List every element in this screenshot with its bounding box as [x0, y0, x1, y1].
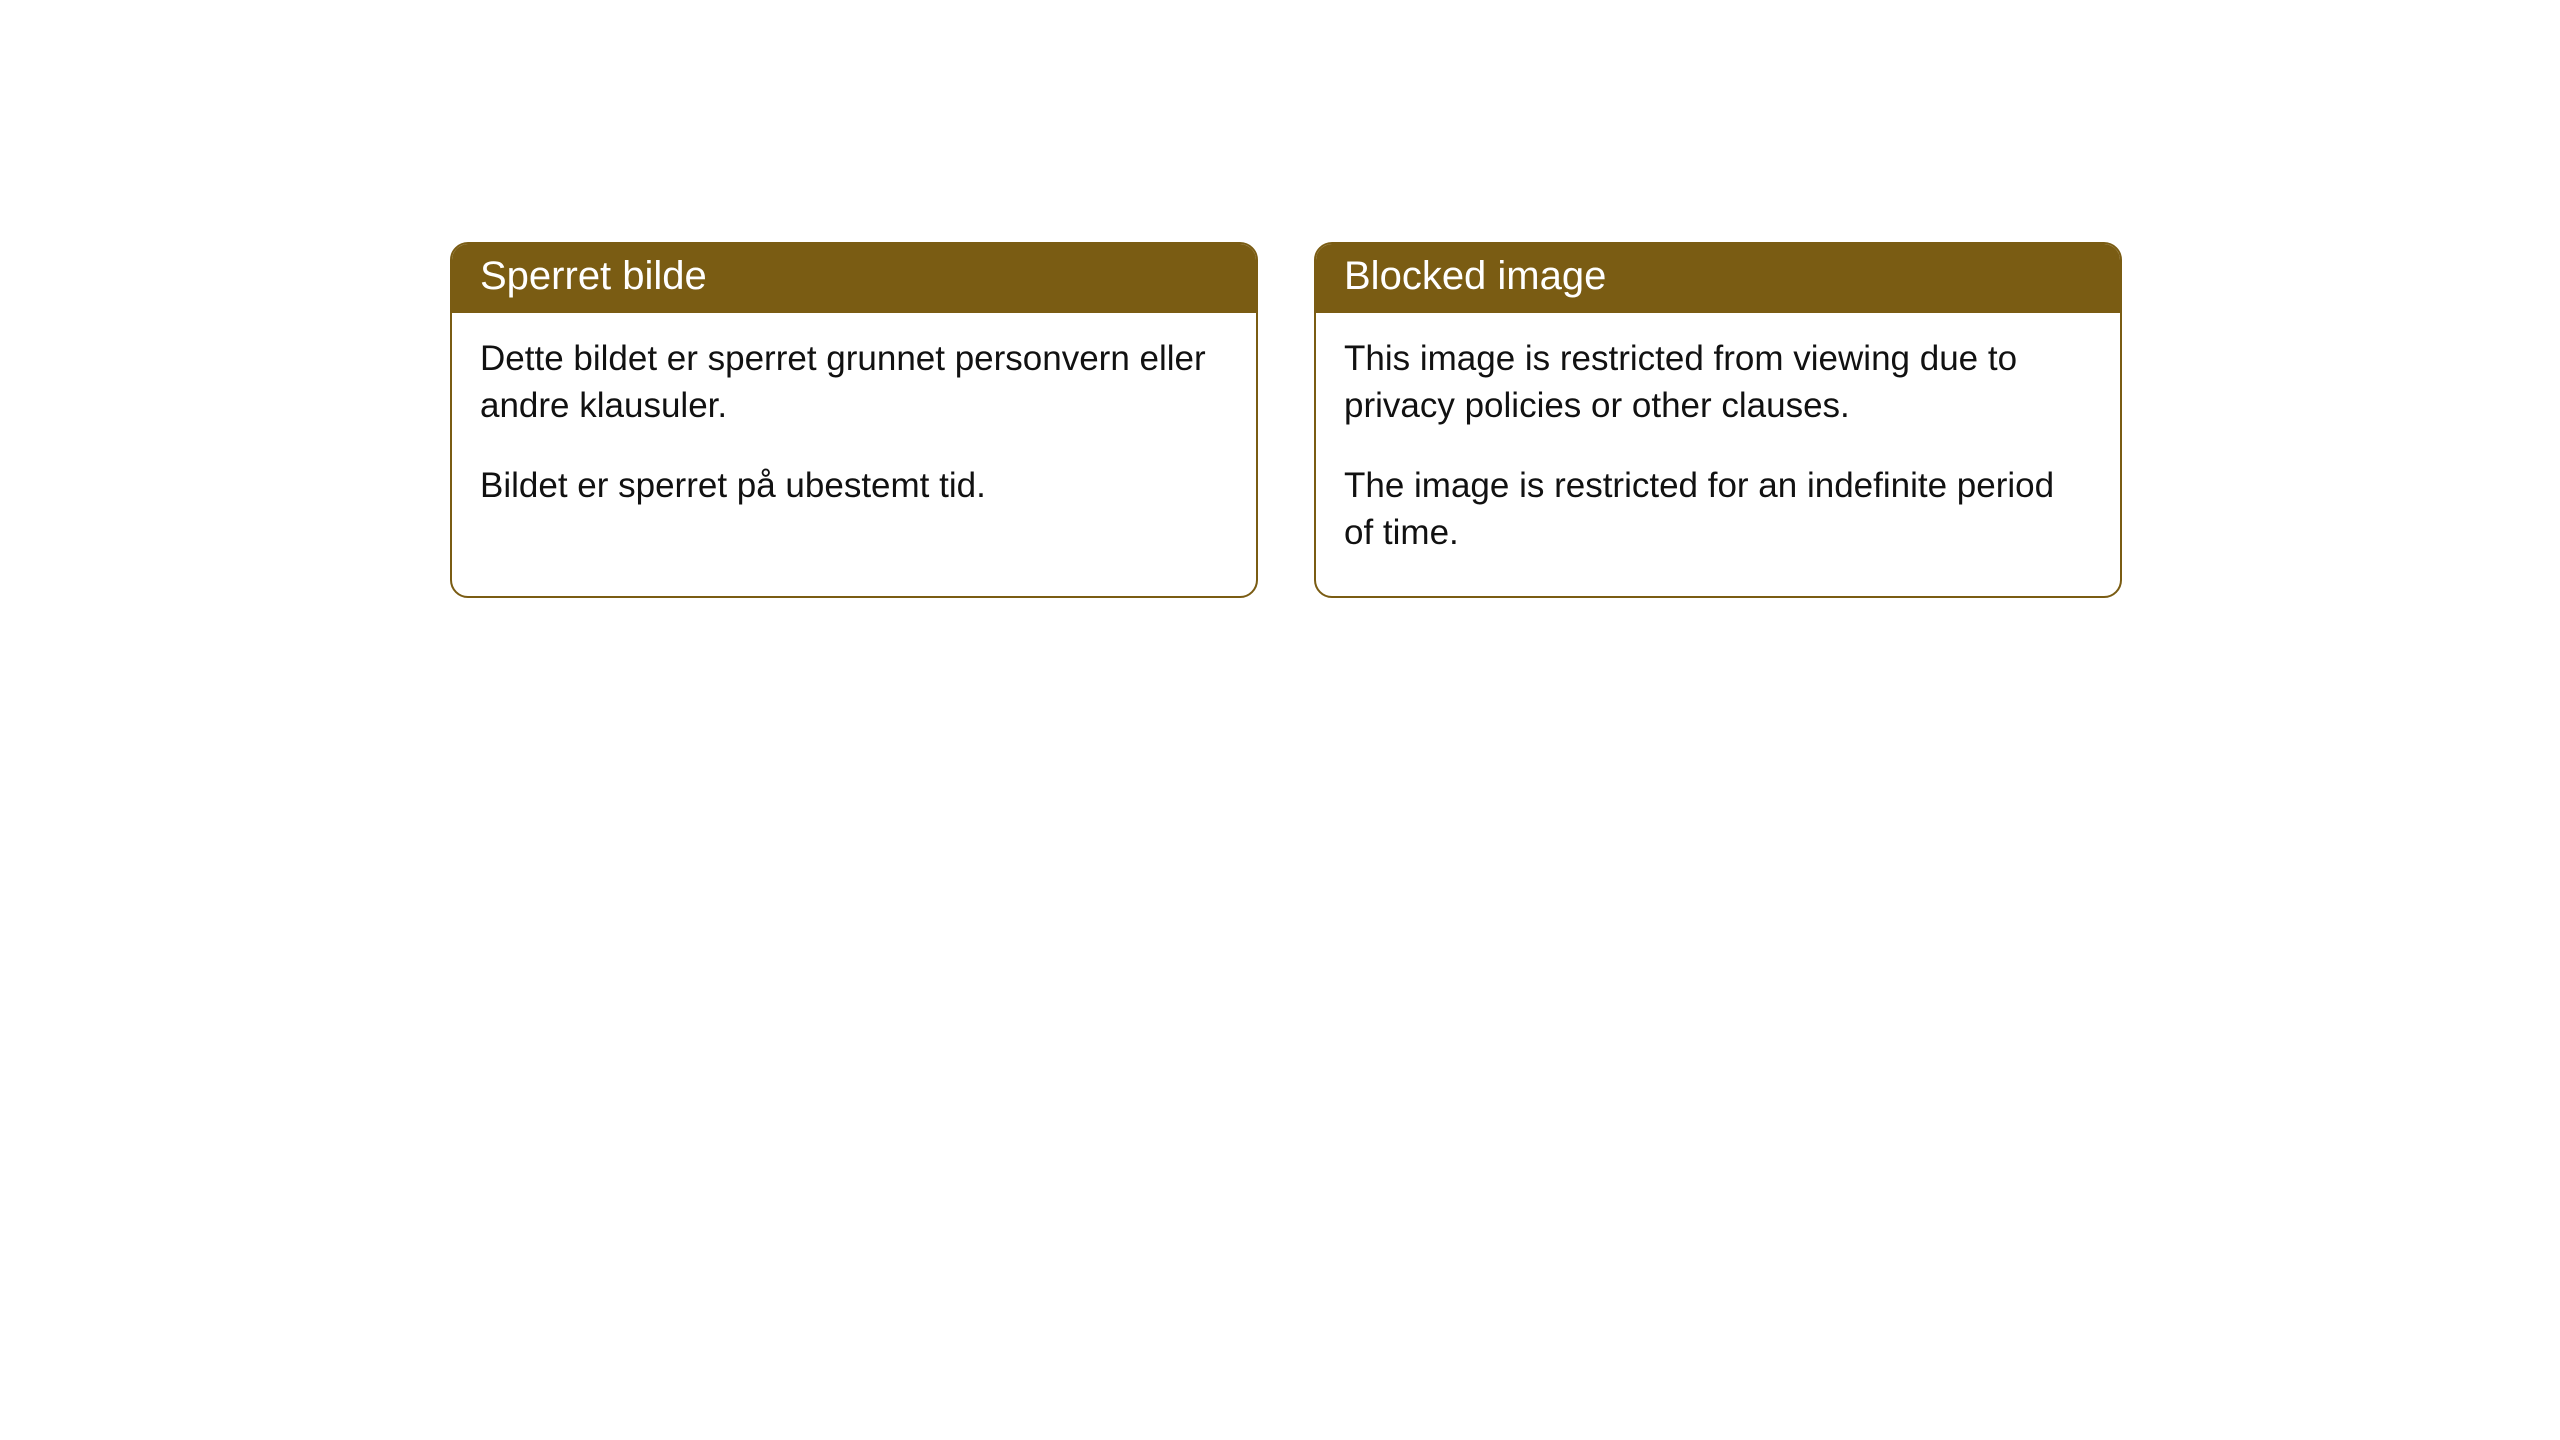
card-para2-no: Bildet er sperret på ubestemt tid.	[480, 462, 1228, 509]
cards-container: Sperret bilde Dette bildet er sperret gr…	[0, 0, 2560, 598]
blocked-image-card-en: Blocked image This image is restricted f…	[1314, 242, 2122, 598]
card-body-no: Dette bildet er sperret grunnet personve…	[452, 313, 1256, 549]
card-para1-en: This image is restricted from viewing du…	[1344, 335, 2092, 430]
blocked-image-card-no: Sperret bilde Dette bildet er sperret gr…	[450, 242, 1258, 598]
card-para2-en: The image is restricted for an indefinit…	[1344, 462, 2092, 557]
card-header-no: Sperret bilde	[452, 244, 1256, 313]
card-header-en: Blocked image	[1316, 244, 2120, 313]
card-body-en: This image is restricted from viewing du…	[1316, 313, 2120, 596]
card-para1-no: Dette bildet er sperret grunnet personve…	[480, 335, 1228, 430]
